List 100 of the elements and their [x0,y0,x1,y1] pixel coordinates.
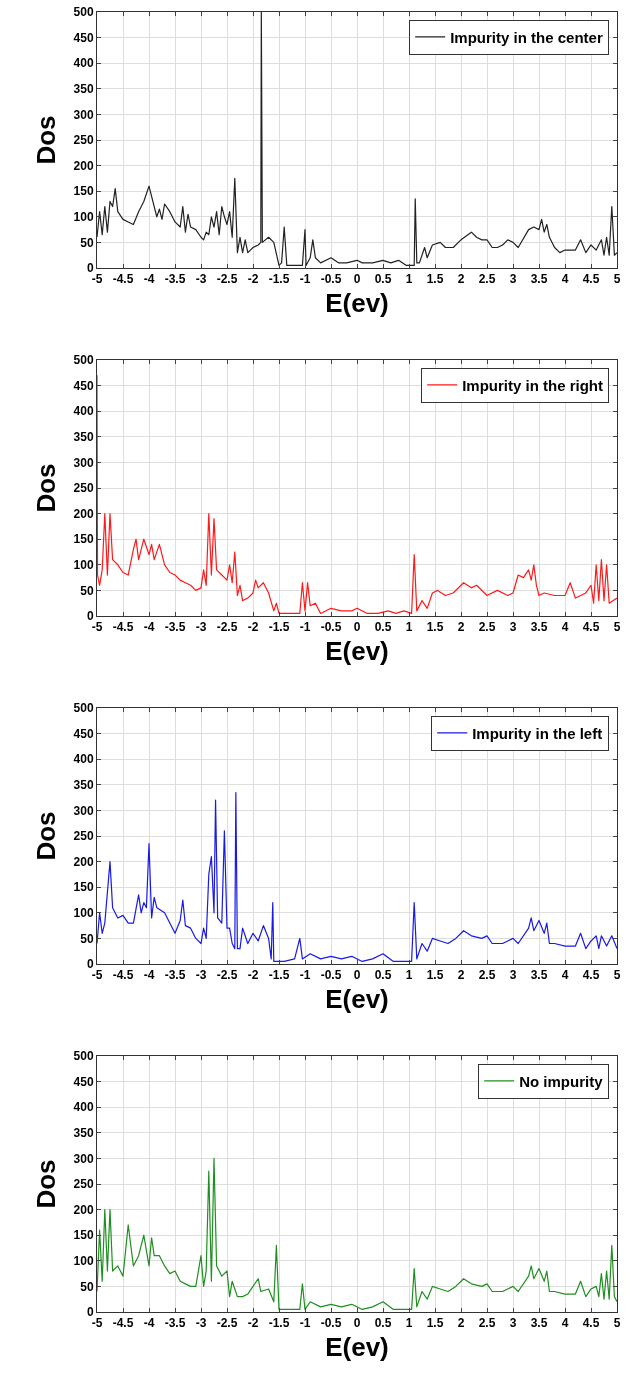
x-tick-label: -4 [143,272,155,287]
y-tick-label: 500 [73,701,94,716]
x-tick-label: 4 [561,620,569,635]
x-tick-label: 5 [613,620,621,635]
x-tick-label: 0.5 [374,1316,392,1331]
x-tick-label: 4 [561,272,569,287]
y-tick-label: 150 [73,184,94,199]
y-tick-label: 400 [73,752,94,767]
x-tick-label: -3 [195,272,207,287]
x-tick-label: 4.5 [582,1316,600,1331]
legend-label: Impurity in the right [462,376,604,394]
y-tick-label: 400 [73,1100,94,1115]
y-tick-label: 250 [73,829,94,844]
x-axis-title: E(ev) [325,288,389,319]
y-tick-label: 350 [73,1126,94,1140]
x-tick-label: 3.5 [530,620,548,635]
x-tick-label: 1 [405,1316,413,1331]
x-tick-label: 2.5 [478,1316,496,1331]
y-tick-label: 50 [80,1279,94,1294]
x-tick-label: -0.5 [320,1316,342,1331]
x-tick-label: -3 [195,968,207,983]
x-tick-label: -1.5 [268,968,290,983]
x-tick-label: -1.5 [268,272,290,287]
x-tick-label: -2.5 [216,620,238,635]
x-tick-label: -4.5 [112,272,134,287]
x-tick-label: -5 [91,620,103,635]
y-tick-label: 500 [73,1049,94,1064]
x-tick-label: 2 [457,620,465,635]
x-tick-label: 4.5 [582,968,600,983]
y-tick-label: 350 [73,778,94,792]
y-tick-label: 0 [86,1305,94,1320]
y-tick-label: 450 [73,1074,94,1089]
line-series [97,12,617,267]
x-tick-label: 0 [353,1316,361,1331]
x-tick-label: 5 [613,968,621,983]
x-tick-label: -3 [195,620,207,635]
x-tick-label: -2.5 [216,968,238,983]
x-tick-label: 4.5 [582,620,600,635]
y-tick-label: 350 [73,430,94,444]
line-series [97,374,617,615]
x-tick-label: -0.5 [320,968,342,983]
y-tick-label: 250 [73,133,94,148]
x-tick-label: 2.5 [478,968,496,983]
y-tick-label: 300 [73,803,94,818]
x-tick-label: 3 [509,272,517,287]
x-tick-label: -1 [299,1316,311,1331]
line-series [97,1157,617,1311]
x-tick-label: -5 [91,272,103,287]
x-tick-label: -2 [247,272,259,287]
x-tick-label: -2.5 [216,272,238,287]
x-tick-label: -2 [247,968,259,983]
x-tick-label: 3.5 [530,968,548,983]
x-tick-label: -2.5 [216,1316,238,1331]
legend-label: No impurity [519,1072,604,1090]
x-tick-label: -1.5 [268,1316,290,1331]
y-tick-label: 0 [86,261,94,276]
y-tick-label: 450 [73,378,94,393]
y-axis-title: Dos [30,1159,61,1209]
y-tick-label: 500 [73,5,94,20]
y-axis-title: Dos [30,115,61,165]
x-tick-label: -3.5 [164,1316,186,1331]
y-tick-label: 200 [73,1202,94,1217]
x-tick-label: -5 [91,968,103,983]
y-axis-title: Dos [30,463,61,513]
x-tick-label: 4 [561,968,569,983]
x-tick-label: 3.5 [530,272,548,287]
x-tick-label: -4 [143,968,155,983]
y-tick-label: 200 [73,506,94,521]
x-tick-label: -4 [143,1316,155,1331]
x-tick-label: -0.5 [320,272,342,287]
y-tick-label: 100 [73,1254,94,1268]
y-tick-label: 500 [73,353,94,368]
x-tick-label: 2 [457,968,465,983]
x-tick-label: -4 [143,620,155,635]
y-tick-label: 50 [80,931,94,946]
y-tick-label: 0 [86,957,94,972]
x-tick-label: 3.5 [530,1316,548,1331]
x-tick-label: 1.5 [426,968,444,983]
x-axis-title: E(ev) [325,984,389,1015]
x-tick-label: 3 [509,1316,517,1331]
x-tick-label: -1 [299,272,311,287]
x-tick-label: -2 [247,620,259,635]
x-tick-label: -3.5 [164,272,186,287]
x-tick-label: 1.5 [426,272,444,287]
x-tick-label: 0 [353,620,361,635]
y-tick-label: 0 [86,609,94,624]
y-tick-label: 250 [73,481,94,496]
x-tick-label: -2 [247,1316,259,1331]
x-tick-label: -3.5 [164,620,186,635]
y-tick-label: 200 [73,158,94,173]
x-tick-label: 2.5 [478,272,496,287]
x-tick-label: -3.5 [164,968,186,983]
y-tick-label: 50 [80,235,94,250]
x-tick-label: 4 [561,1316,569,1331]
x-tick-label: -4.5 [112,968,134,983]
x-tick-label: 0.5 [374,620,392,635]
y-tick-label: 450 [73,30,94,45]
x-tick-label: 5 [613,272,621,287]
x-tick-label: 3 [509,620,517,635]
x-tick-label: 5 [613,1316,621,1331]
